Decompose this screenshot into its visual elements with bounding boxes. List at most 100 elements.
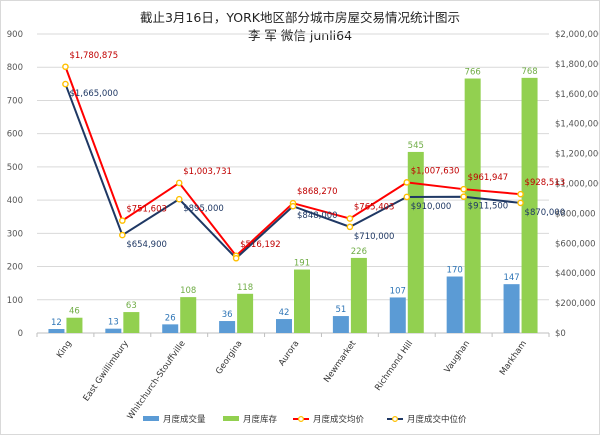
line-data-label: $765,403 — [354, 203, 395, 213]
category-label: Vaughan — [443, 339, 472, 375]
bar-data-label: 36 — [222, 310, 233, 320]
legend-label: 月度库存 — [243, 414, 278, 425]
right-axis-tick-label: $800,000 — [555, 209, 596, 219]
legend-label: 月度成交中位价 — [407, 414, 467, 425]
point-avg-price — [403, 179, 411, 186]
category-label: King — [55, 339, 74, 360]
bar-inventory — [464, 78, 481, 333]
point-median-price — [403, 193, 411, 201]
point-median-price — [175, 195, 183, 203]
point-median-price — [346, 223, 354, 231]
bar-sales — [503, 284, 520, 333]
left-axis-tick-label: 600 — [7, 130, 23, 140]
bar-data-label: 118 — [237, 283, 253, 293]
line-data-label: $710,000 — [354, 232, 395, 242]
right-axis-tick-label: $1,800,000 — [555, 60, 599, 70]
line-data-label: $751,603 — [126, 205, 167, 215]
bar-data-label: 51 — [335, 305, 346, 315]
bar-data-label: 768 — [521, 67, 537, 77]
right-axis-tick-label: $0 — [555, 329, 566, 339]
right-axis-tick-label: $1,400,000 — [555, 120, 599, 130]
left-axis-tick-label: 400 — [7, 196, 23, 206]
bar-data-label: 766 — [465, 68, 481, 78]
line-data-label: $910,000 — [411, 202, 452, 212]
right-axis-tick-label: $400,000 — [555, 269, 596, 279]
bar-inventory — [237, 293, 254, 333]
line-data-label: $1,007,630 — [411, 166, 460, 176]
right-axis-tick-label: $600,000 — [555, 239, 596, 249]
point-avg-price — [517, 190, 524, 198]
line-data-label: $654,900 — [126, 240, 167, 250]
line-data-label: $868,270 — [297, 187, 338, 197]
point-median-price — [119, 231, 126, 239]
point-avg-price — [346, 215, 354, 222]
right-axis-tick-label: $200,000 — [555, 299, 596, 309]
point-avg-price — [175, 179, 183, 187]
category-label: Markham — [498, 339, 529, 377]
bar-sales — [219, 321, 236, 333]
bar-sales — [162, 324, 179, 333]
bar-data-label: 42 — [279, 308, 290, 318]
line-data-label: $1,665,000 — [69, 89, 118, 99]
bar-data-label: 13 — [108, 318, 119, 328]
point-median-price — [517, 199, 524, 207]
bar-data-label: 191 — [294, 259, 310, 269]
line-data-label: $870,000 — [525, 208, 566, 218]
bar-data-label: 545 — [408, 141, 424, 151]
right-axis-tick-label: $1,000,000 — [555, 180, 599, 190]
line-data-label: $911,500 — [468, 202, 509, 212]
legend-marker — [392, 416, 399, 423]
point-avg-price — [119, 217, 126, 224]
bar-inventory — [180, 297, 197, 333]
category-label: Georgina — [214, 339, 244, 376]
right-axis-tick-label: $1,600,000 — [555, 90, 599, 100]
legend-label: 月度成交量 — [163, 414, 206, 425]
bar-inventory — [521, 77, 538, 333]
bar-data-label: 26 — [165, 313, 176, 323]
bar-inventory — [123, 312, 140, 333]
line-data-label: $1,780,875 — [69, 51, 118, 61]
bar-sales — [446, 276, 463, 333]
bar-data-label: 107 — [390, 286, 406, 296]
line-data-label: $895,000 — [183, 204, 224, 214]
chart-subtitle: 李 军 微信 junli64 — [247, 28, 353, 43]
line-data-label: $848,000 — [297, 211, 338, 221]
category-label: Newmarket — [322, 338, 359, 384]
category-label: Whitchurch-Stouffville — [126, 339, 188, 422]
line-data-label: $1,003,731 — [183, 167, 232, 177]
line-data-label: $961,947 — [468, 173, 509, 183]
category-label: Aurora — [277, 339, 301, 368]
bar-inventory — [294, 269, 310, 333]
left-axis-tick-label: 300 — [7, 229, 23, 239]
point-avg-price — [62, 63, 69, 71]
left-axis-tick-label: 700 — [7, 96, 23, 106]
left-axis-tick-label: 500 — [7, 163, 23, 173]
category-label: East Gwillimbury — [82, 339, 131, 403]
legend-swatch — [143, 416, 159, 421]
point-median-price — [289, 202, 297, 210]
left-axis-tick-label: 900 — [7, 30, 23, 40]
bar-data-label: 46 — [69, 307, 80, 317]
right-axis-tick-label: $2,000,000 — [555, 30, 599, 40]
bar-data-label: 63 — [126, 301, 137, 311]
bar-data-label: 12 — [51, 318, 62, 328]
left-axis-tick-label: 800 — [7, 63, 23, 73]
category-label: Richmond Hill — [373, 339, 415, 393]
line-data-label: $516,192 — [240, 240, 281, 250]
legend-swatch — [223, 416, 239, 421]
point-median-price — [460, 193, 467, 201]
left-axis-tick-label: 0 — [18, 329, 23, 339]
legend-label: 月度成交均价 — [313, 414, 365, 425]
bar-inventory — [407, 151, 424, 333]
bar-inventory — [66, 317, 83, 333]
bar-sales — [389, 297, 406, 333]
bar-data-label: 226 — [351, 247, 367, 257]
bar-sales — [332, 316, 349, 333]
chart-title: 截止3月16日，YORK地区部分城市房屋交易情况统计图示 — [139, 10, 461, 25]
point-avg-price — [460, 185, 467, 193]
point-median-price — [62, 80, 69, 88]
bar-sales — [105, 328, 122, 333]
point-median-price — [232, 254, 240, 262]
